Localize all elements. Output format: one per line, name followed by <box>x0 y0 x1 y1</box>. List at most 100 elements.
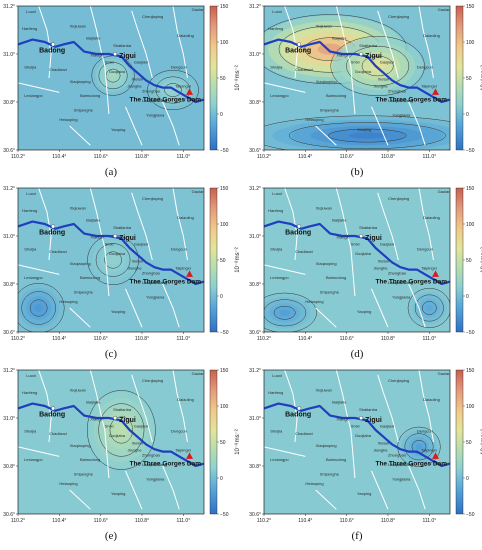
colorbar-tick-label: 100 <box>466 40 475 46</box>
contour-line <box>264 292 317 332</box>
x-tick-label: 110.6° <box>340 336 354 342</box>
fault-line <box>418 6 434 79</box>
fault-line <box>172 6 188 79</box>
city-label-zigui: Zigui <box>365 235 382 242</box>
place-label-guojiaba: Guojiaba <box>355 69 372 74</box>
place-label-chenjiaping: Chenjiaping <box>142 14 163 19</box>
place-label-dalaoling: Dalaoling <box>177 33 194 38</box>
contour-line <box>95 243 131 277</box>
place-label-zhongbao: Zhongbao <box>388 270 407 275</box>
place-label-chenjiaping: Chenjiaping <box>142 378 163 383</box>
gravity-field: Luoxi Chenjiaping Gaolan Hanfeng Xiqiuwan Bai… <box>18 6 204 150</box>
place-label-gaojiaxi: Gaojiaxi <box>134 242 149 247</box>
place-label-lexiangpo: Lexiangpo <box>24 93 43 98</box>
place-label-taipingxi: Taipingxi <box>175 84 191 89</box>
fault-line <box>418 370 434 443</box>
gravity-field: Luoxi Chenjiaping Gaolan Hanfeng Xiqiuwan Bai… <box>264 6 451 150</box>
colorbar-unit: 10⁻⁸ms⁻² <box>480 429 482 455</box>
place-label-yaoping: Yaoping <box>357 309 371 314</box>
place-label-lexiangpo: Lexiangpo <box>270 93 289 98</box>
colorbar-tick-label: 150 <box>220 4 229 10</box>
x-tick-label: 110.8° <box>381 154 395 160</box>
place-label-zhongbao: Zhongbao <box>142 88 161 93</box>
fault-line <box>408 283 426 328</box>
place-label-guojiaba: Guojiaba <box>355 251 372 256</box>
place-label-shatianba: Shatianba <box>113 43 132 48</box>
fault-line <box>125 288 143 328</box>
x-tick-label: 110.6° <box>94 336 108 342</box>
place-label-taipingxi: Taipingxi <box>421 448 437 453</box>
place-label-laoqiashuang: Laoqiashuang <box>142 98 167 103</box>
map-panel-4: Luoxi Chenjiaping Gaolan Hanfeng Xiqiuwan Bai… <box>249 186 482 360</box>
fault-line <box>69 125 91 146</box>
gravity-field: Luoxi Chenjiaping Gaolan Hanfeng Xiqiuwan Bai… <box>264 370 450 514</box>
fault-line <box>162 101 180 146</box>
colorbar-unit: 10⁻⁸ms⁻² <box>480 247 482 273</box>
dam-label: The Three Gorges Dam <box>375 460 447 467</box>
fault-line <box>284 6 298 79</box>
x-tick-label: 110.4° <box>298 518 312 524</box>
dam-marker <box>186 270 194 277</box>
place-label-baimudong: Baimudong <box>326 275 346 280</box>
fault-line <box>18 264 60 275</box>
y-tick-label: 31.2° <box>3 4 15 10</box>
city-label-badong: Badong <box>39 229 65 236</box>
place-label-laoqiashuang: Laoqiashuang <box>388 98 413 103</box>
place-label-laoqiashuang: Laoqiashuang <box>142 462 167 467</box>
colorbar-tick-label: 100 <box>220 404 229 410</box>
place-label-chadianzi: Chadianzi <box>295 249 313 254</box>
fault-line <box>335 188 356 297</box>
map-panel-5: Luoxi Chenjiaping Gaolan Hanfeng Xiqiuwan Bai… <box>3 368 241 542</box>
y-tick-label: 30.8° <box>249 282 261 288</box>
place-label-zhongbao: Zhongbao <box>388 452 407 457</box>
colorbar-tick-label: 50 <box>466 258 472 264</box>
place-label-chadianzi: Chadianzi <box>295 67 313 72</box>
fault-line <box>284 188 298 261</box>
place-label-xiaqiaoping: Xiaqiaoping <box>316 79 337 84</box>
fault-line <box>18 446 60 457</box>
place-label-yangjiaxia: Yangjiaxia <box>392 476 411 481</box>
panel-label: (c) <box>105 348 118 360</box>
yangtze-river <box>264 220 450 286</box>
dam-label: The Three Gorges Dam <box>375 96 447 103</box>
fault-line <box>264 82 306 93</box>
y-tick-label: 31.0° <box>249 416 261 422</box>
place-label-yaoping: Yaoping <box>111 309 125 314</box>
place-label-yangjiaxia: Yangjiaxia <box>392 294 411 299</box>
fault-line <box>172 370 188 443</box>
contour-line <box>288 122 446 150</box>
anomaly-1-level-6 <box>108 256 118 264</box>
panel-label: (b) <box>351 166 364 178</box>
place-label-hanfeng: Hanfeng <box>22 390 37 395</box>
contour-line <box>404 433 434 461</box>
panel-frame <box>263 187 451 333</box>
place-label-xiangxi: Xiangxi <box>336 234 349 239</box>
colorbar-tick-label: −50 <box>220 330 229 336</box>
x-tick-label: 110.4° <box>298 154 312 160</box>
place-label-baijiahe: Baijiahe <box>86 218 101 223</box>
y-tick-label: 30.8° <box>249 464 261 470</box>
place-label-lexiangpo: Lexiangpo <box>270 275 289 280</box>
place-label-xiaqiaoping: Xiaqiaoping <box>316 261 337 266</box>
place-label-chenjiaping: Chenjiaping <box>388 196 409 201</box>
place-label-shatianba: Shatianba <box>359 43 378 48</box>
colorbar-2: 150 100 50 0 −50 10⁻⁸ms⁻² <box>455 4 482 154</box>
fault-line <box>131 192 153 261</box>
place-label-shixi: Shixi <box>351 424 360 429</box>
yangtze-river <box>264 38 450 104</box>
colorbar-tick-label: 100 <box>220 40 229 46</box>
y-tick-label: 30.8° <box>3 464 15 470</box>
fault-line <box>371 288 389 328</box>
place-label-xietan: Xietan <box>378 258 389 263</box>
colorbar-1: 150 100 50 0 −50 10⁻⁸ms⁻² <box>209 4 241 154</box>
contour-line <box>87 235 139 285</box>
place-label-gaolan: Gaolan <box>438 7 451 12</box>
map-panel-1: Luoxi Chenjiaping Gaolan Hanfeng Xiqiuwan Bai… <box>3 4 241 178</box>
x-tick-label: 110.2° <box>11 336 25 342</box>
x-tick-label: 110.4° <box>52 154 66 160</box>
place-label-shixi: Shixi <box>105 242 114 247</box>
place-label-baijiahe: Baijiahe <box>332 400 347 405</box>
fault-line <box>335 6 356 115</box>
place-label-zhongbao: Zhongbao <box>142 452 161 457</box>
